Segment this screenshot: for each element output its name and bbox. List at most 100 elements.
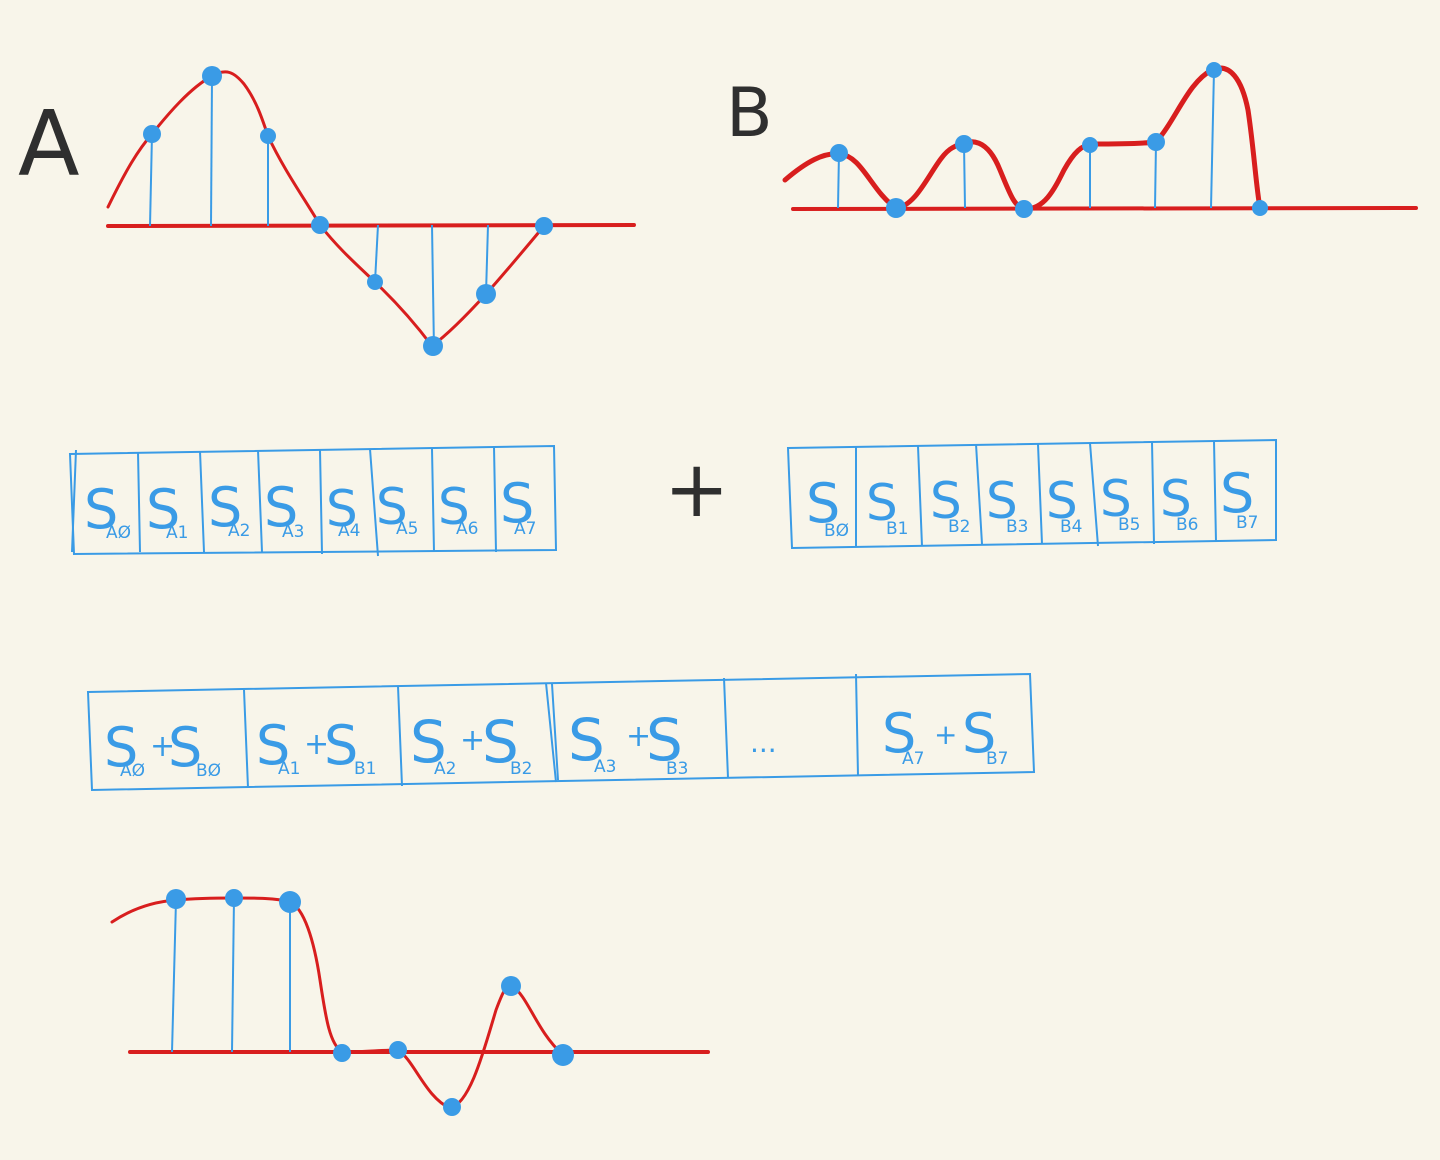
signal-a-sample-point — [143, 125, 161, 143]
signal-b-label: B — [726, 74, 773, 153]
sum-cell-a: S — [882, 702, 916, 765]
sum-cell-b-sub: B1 — [354, 759, 376, 779]
sum-cell-op: + — [304, 727, 329, 762]
result-signal-curve — [110, 896, 564, 1110]
signal-b-sample-point — [1015, 200, 1033, 218]
result-signal-sample-point — [389, 1041, 407, 1059]
array-b-cells: S BØ S B1 S B2 S B3 S B4 S B5 S B6 S B7 — [806, 462, 1258, 541]
sum-cell-b-sub: B7 — [986, 749, 1008, 769]
array-b-cell-4: S B4 — [1046, 472, 1082, 537]
array-b-cell-sub: B5 — [1118, 515, 1140, 535]
array-b-cell-sub: B3 — [1006, 517, 1028, 537]
array-a-frame-overstroke — [71, 449, 77, 553]
array-a-cell-main: S — [438, 478, 470, 536]
signal-b-curve — [782, 65, 1263, 212]
signal-a-sample-point — [260, 128, 276, 144]
array-a-frame — [68, 444, 558, 556]
sum-cell-a: S — [104, 716, 138, 779]
sum-cell-op: + — [626, 719, 651, 754]
result-signal-stem — [171, 899, 177, 1053]
array-a-cell-sub: A4 — [338, 521, 360, 541]
sum-cell-b: S — [646, 706, 683, 774]
sum-cell-0: S AØ + S BØ — [104, 716, 221, 781]
array-a-cell-5: S A5 — [376, 478, 418, 539]
array-b-cell-main: S — [986, 472, 1018, 530]
result-signal-samples — [166, 889, 574, 1116]
sum-cell-a-sub: A2 — [434, 759, 456, 779]
sum-cell-5: S A7 + S B7 — [882, 702, 1008, 769]
signal-a-sample-point — [535, 217, 553, 235]
array-a-cell-main: S — [264, 476, 298, 539]
array-a-dividers — [137, 446, 497, 557]
array-b-cell-sub: BØ — [824, 521, 849, 541]
sum-cell-op: + — [934, 718, 957, 751]
sum-cell-1: S A1 + S B1 — [256, 714, 376, 779]
result-signal-sample-point — [225, 889, 243, 907]
array-a-cell-1: S A1 — [146, 478, 188, 543]
result-signal-stems — [171, 897, 291, 1053]
signal-b-stems — [837, 69, 1215, 209]
array-a-cell-sub: A1 — [166, 523, 188, 543]
signal-a-plot: A — [18, 66, 636, 356]
result-signal-stem — [231, 897, 235, 1053]
array-b-cell-main: S — [806, 472, 840, 535]
signal-b-sample-point — [886, 198, 906, 218]
array-b-cell-3: S B3 — [986, 472, 1028, 537]
array-a-cell-4: S A4 — [326, 480, 360, 541]
signal-a-stem — [485, 224, 489, 295]
array-b-cell-sub: B2 — [948, 517, 970, 537]
sum-cell-a: S — [256, 714, 290, 777]
sum-cell-a: S — [410, 708, 447, 776]
array-b-cell-0: S BØ — [806, 472, 849, 541]
sum-array — [86, 672, 1036, 792]
signal-a-stem — [210, 76, 213, 227]
array-b-cell-sub: B7 — [1236, 513, 1258, 533]
array-b-cell-main: S — [1160, 470, 1192, 528]
result-signal-sample-point — [279, 891, 301, 913]
array-b-cell-main: S — [930, 472, 962, 530]
result-signal-sample-point — [333, 1044, 351, 1062]
signal-b-stem — [1154, 141, 1157, 209]
signal-a-sample-point — [367, 274, 383, 290]
array-a-cell-sub: A5 — [396, 519, 418, 539]
array-a-cell-sub: A7 — [514, 519, 536, 539]
signal-b-samples — [830, 62, 1268, 218]
sum-cell-a-sub: A1 — [278, 759, 300, 779]
array-a-cell-2: S A2 — [208, 476, 250, 541]
array-b-cell-2: S B2 — [930, 472, 970, 537]
sample-array-a — [68, 444, 558, 557]
array-b-cell-6: S B6 — [1160, 470, 1198, 535]
signal-b-sample-point — [1147, 133, 1165, 151]
signal-a-sample-point — [423, 336, 443, 356]
sum-cell-a-sub: A7 — [902, 749, 924, 769]
signal-a-stem — [374, 224, 379, 283]
sum-cell-3: S A3 + S B3 — [568, 706, 688, 779]
signal-b-sample-point — [1082, 137, 1098, 153]
array-b-cell-1: S B1 — [866, 474, 908, 539]
sum-cell-a-sub: AØ — [120, 761, 145, 781]
array-a-cell-main: S — [208, 476, 242, 539]
array-a-cell-main: S — [376, 478, 408, 536]
array-a-cell-sub: A6 — [456, 519, 478, 539]
sum-cell-b: S — [168, 716, 202, 779]
signal-a-axis — [106, 223, 636, 228]
result-signal-plot — [110, 889, 710, 1116]
result-signal-sample-point — [166, 889, 186, 909]
array-a-cell-7: S A7 — [500, 472, 536, 539]
signal-a-samples — [143, 66, 553, 356]
result-signal-sample-point — [552, 1044, 574, 1066]
signal-b-sample-point — [955, 135, 973, 153]
array-b-cell-main: S — [1220, 462, 1254, 525]
sum-cell-b: S — [962, 702, 996, 765]
array-b-cell-sub: B4 — [1060, 517, 1082, 537]
signal-a-sample-point — [202, 66, 222, 86]
sum-cell-op: + — [460, 723, 485, 758]
array-b-cell-7: S B7 — [1220, 462, 1258, 533]
array-b-frame — [786, 438, 1277, 550]
signal-b-sample-point — [1252, 200, 1268, 216]
sum-cell-op: + — [150, 729, 175, 764]
signal-a-sample-point — [476, 284, 496, 304]
array-a-cell-main: S — [84, 478, 118, 541]
